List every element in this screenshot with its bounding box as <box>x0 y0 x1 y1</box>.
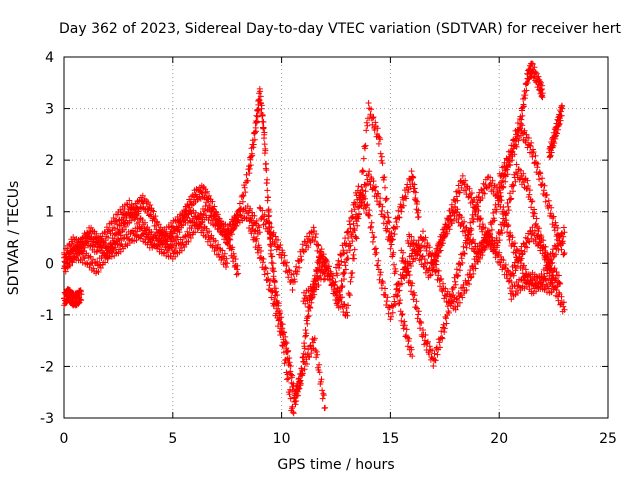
series-sat-8 <box>256 204 329 293</box>
data-point-markers <box>61 207 231 277</box>
series-sat-4 <box>61 286 85 309</box>
y-tick-label: 4 <box>45 50 54 66</box>
series-sat-3 <box>61 207 231 277</box>
data-points <box>61 60 568 417</box>
grid <box>64 57 608 418</box>
y-tick-label: 3 <box>45 102 54 118</box>
series-sat-10 <box>398 173 568 369</box>
y-tick-label: 1 <box>45 205 54 221</box>
y-axis-label: SDTVAR / TECUs <box>6 181 22 296</box>
data-point-markers <box>246 217 329 417</box>
axes-ticks: 0 5 10 15 20 25 -3 -2 -1 0 1 2 3 4 <box>40 50 617 447</box>
y-tick-label: 2 <box>45 153 54 169</box>
y-tick-label: -2 <box>40 359 54 375</box>
series-sat-14 <box>546 102 566 161</box>
y-tick-label: -1 <box>40 308 54 324</box>
data-point-markers <box>496 60 546 188</box>
x-tick-label: 0 <box>60 431 69 447</box>
data-point-markers <box>507 269 557 303</box>
x-tick-label: 20 <box>490 431 508 447</box>
series-sat-15 <box>507 269 557 303</box>
data-point-markers <box>300 100 416 360</box>
y-tick-label: 0 <box>45 256 54 272</box>
x-tick-label: 5 <box>168 431 177 447</box>
series-sat-7 <box>300 100 416 360</box>
data-point-markers <box>398 173 568 369</box>
chart-title: Day 362 of 2023, Sidereal Day-to-day VTE… <box>59 21 621 37</box>
plot-frame <box>63 56 609 419</box>
x-tick-label: 15 <box>381 431 399 447</box>
y-tick-label: -3 <box>40 411 54 427</box>
x-tick-label: 25 <box>599 431 617 447</box>
series-sat-6 <box>246 217 329 417</box>
x-tick-label: 10 <box>273 431 291 447</box>
data-point-markers <box>61 286 85 309</box>
x-axis-label: GPS time / hours <box>277 457 394 473</box>
data-point-markers <box>256 204 329 293</box>
data-point-markers <box>546 102 566 161</box>
series-sat-13 <box>496 60 546 188</box>
